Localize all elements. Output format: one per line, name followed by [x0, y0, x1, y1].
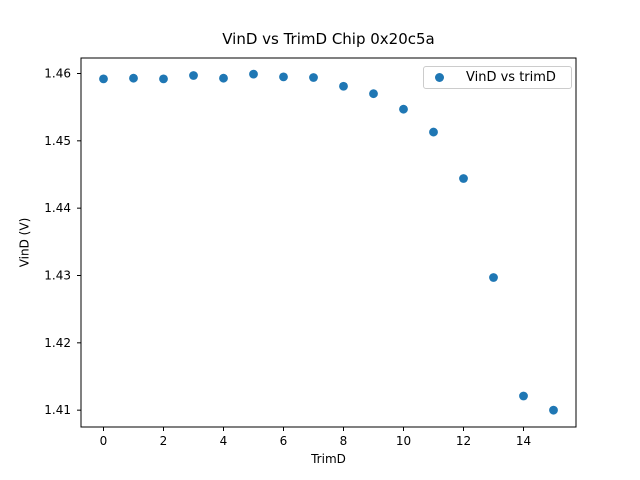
- y-tick-label: 1.41: [44, 403, 71, 417]
- data-point: [189, 71, 198, 80]
- x-tick-label: 12: [456, 434, 471, 448]
- data-point: [129, 73, 138, 83]
- data-point: [459, 174, 468, 183]
- x-tick-label: 2: [160, 434, 168, 448]
- x-axis-label: TrimD: [311, 452, 346, 466]
- x-tick-label: 10: [396, 434, 411, 448]
- y-tick-label: 1.46: [44, 66, 71, 80]
- data-point: [99, 74, 108, 84]
- data-point: [279, 72, 288, 82]
- data-point: [249, 69, 258, 79]
- data-point: [429, 127, 438, 137]
- chart-title: VinD vs TrimD Chip 0x20c5a: [222, 30, 435, 48]
- data-point: [309, 73, 318, 82]
- y-axis-label: VinD (V): [17, 217, 32, 268]
- y-tick-label: 1.43: [44, 268, 71, 282]
- data-point: [339, 81, 348, 91]
- legend-label: VinD vs trimD: [466, 70, 556, 85]
- x-tick-label: 8: [340, 434, 348, 448]
- plot-frame: [80, 57, 577, 428]
- data-point: [219, 73, 228, 83]
- y-tick-label: 1.42: [44, 336, 71, 350]
- data-point: [489, 273, 498, 282]
- data-point: [549, 405, 558, 415]
- legend: VinD vs trimD: [423, 66, 572, 89]
- y-tick-label: 1.44: [44, 201, 71, 215]
- y-tick-label: 1.45: [44, 134, 71, 148]
- x-tick-label: 0: [100, 434, 108, 448]
- data-point: [519, 391, 528, 401]
- x-tick-label: 4: [220, 434, 228, 448]
- x-tick-label: 14: [516, 434, 531, 448]
- data-point: [159, 74, 168, 84]
- data-point: [399, 104, 408, 114]
- legend-marker-icon: [435, 73, 444, 82]
- x-tick-label: 6: [280, 434, 288, 448]
- data-point: [369, 89, 378, 99]
